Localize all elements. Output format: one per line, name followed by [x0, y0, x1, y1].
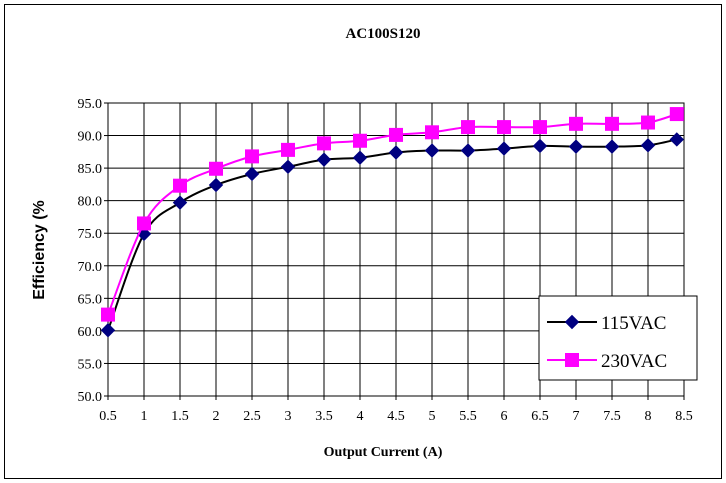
data-point	[353, 133, 367, 148]
data-point	[352, 150, 368, 165]
y-tick-label: 55.0	[78, 357, 103, 372]
y-tick-label: 95.0	[78, 97, 103, 112]
data-point	[281, 142, 295, 157]
legend-label: 230VAC	[601, 351, 667, 372]
data-point	[245, 149, 259, 164]
data-point	[172, 195, 188, 210]
x-tick-label: 5.5	[459, 409, 477, 424]
data-point	[460, 143, 476, 158]
legend-marker	[565, 353, 579, 367]
y-tick-label: 75.0	[78, 227, 103, 242]
data-point	[173, 178, 187, 193]
data-point	[569, 116, 583, 131]
y-tick-label: 65.0	[78, 292, 103, 307]
x-axis-label: Output Current (A)	[324, 445, 443, 460]
series-115vac	[100, 132, 685, 338]
data-point	[605, 116, 619, 131]
x-tick-label: 1.5	[171, 409, 189, 424]
x-tick-label: 0.5	[99, 409, 117, 424]
x-tick-label: 8	[645, 409, 652, 424]
y-tick-label: 90.0	[78, 130, 103, 145]
x-tick-label: 8.5	[675, 409, 693, 424]
x-tick-label: 2	[213, 409, 220, 424]
y-tick-label: 80.0	[78, 195, 103, 210]
series-230vac	[101, 107, 684, 322]
data-point	[101, 307, 115, 322]
series-layer	[100, 107, 685, 338]
x-tick-label: 4.5	[387, 409, 405, 424]
x-tick-label: 7.5	[603, 409, 621, 424]
x-tick-label: 3	[285, 409, 292, 424]
y-tick-label: 70.0	[78, 260, 103, 275]
data-point	[533, 120, 547, 135]
data-point	[461, 120, 475, 135]
data-point	[424, 143, 440, 158]
data-point	[669, 107, 684, 122]
data-point	[208, 177, 224, 193]
data-point	[532, 138, 548, 154]
data-point	[244, 166, 260, 182]
x-tick-label: 6	[501, 409, 508, 424]
x-tick-label: 2.5	[243, 409, 261, 424]
data-point	[641, 115, 655, 130]
data-point	[280, 159, 296, 175]
data-point	[669, 132, 685, 147]
y-tick-label: 50.0	[78, 390, 103, 405]
data-point	[425, 125, 439, 140]
data-point	[389, 127, 403, 142]
data-point	[388, 145, 404, 160]
data-point	[316, 152, 332, 167]
x-tick-label: 5	[429, 409, 436, 424]
x-tick-label: 1	[141, 409, 148, 424]
data-point	[137, 216, 151, 231]
legend-label: 115VAC	[601, 313, 666, 334]
data-point	[496, 141, 512, 156]
y-tick-label: 60.0	[78, 325, 103, 340]
x-tick-label: 4	[357, 409, 364, 424]
legend: 115VAC 230VAC	[538, 295, 698, 381]
x-tick-label: 3.5	[315, 409, 333, 424]
legend-item: 230VAC	[547, 351, 667, 372]
data-point	[100, 323, 116, 338]
data-point	[604, 139, 620, 154]
data-point	[568, 139, 584, 154]
data-point	[317, 136, 331, 151]
x-axis-ticks: 0.5 1 1.5 2 2.5 3 3.5 4 4.5 5 5.5 6 6.5 7 7.5 8 8.5	[99, 396, 693, 424]
y-axis-label: Efficiency (%	[31, 200, 48, 300]
y-axis-ticks: 50.0 55.0 60.0 65.0 70.0 75.0 80.0 85.0 90.0 95.0	[78, 97, 108, 405]
legend-marker	[564, 314, 580, 330]
data-point	[640, 138, 656, 153]
x-tick-label: 7	[573, 409, 580, 424]
y-tick-label: 85.0	[78, 162, 103, 177]
chart-title: AC100S120	[345, 26, 420, 42]
data-point	[497, 120, 511, 135]
data-point	[209, 161, 223, 176]
legend-item: 115VAC	[547, 313, 666, 334]
x-tick-label: 6.5	[531, 409, 549, 424]
